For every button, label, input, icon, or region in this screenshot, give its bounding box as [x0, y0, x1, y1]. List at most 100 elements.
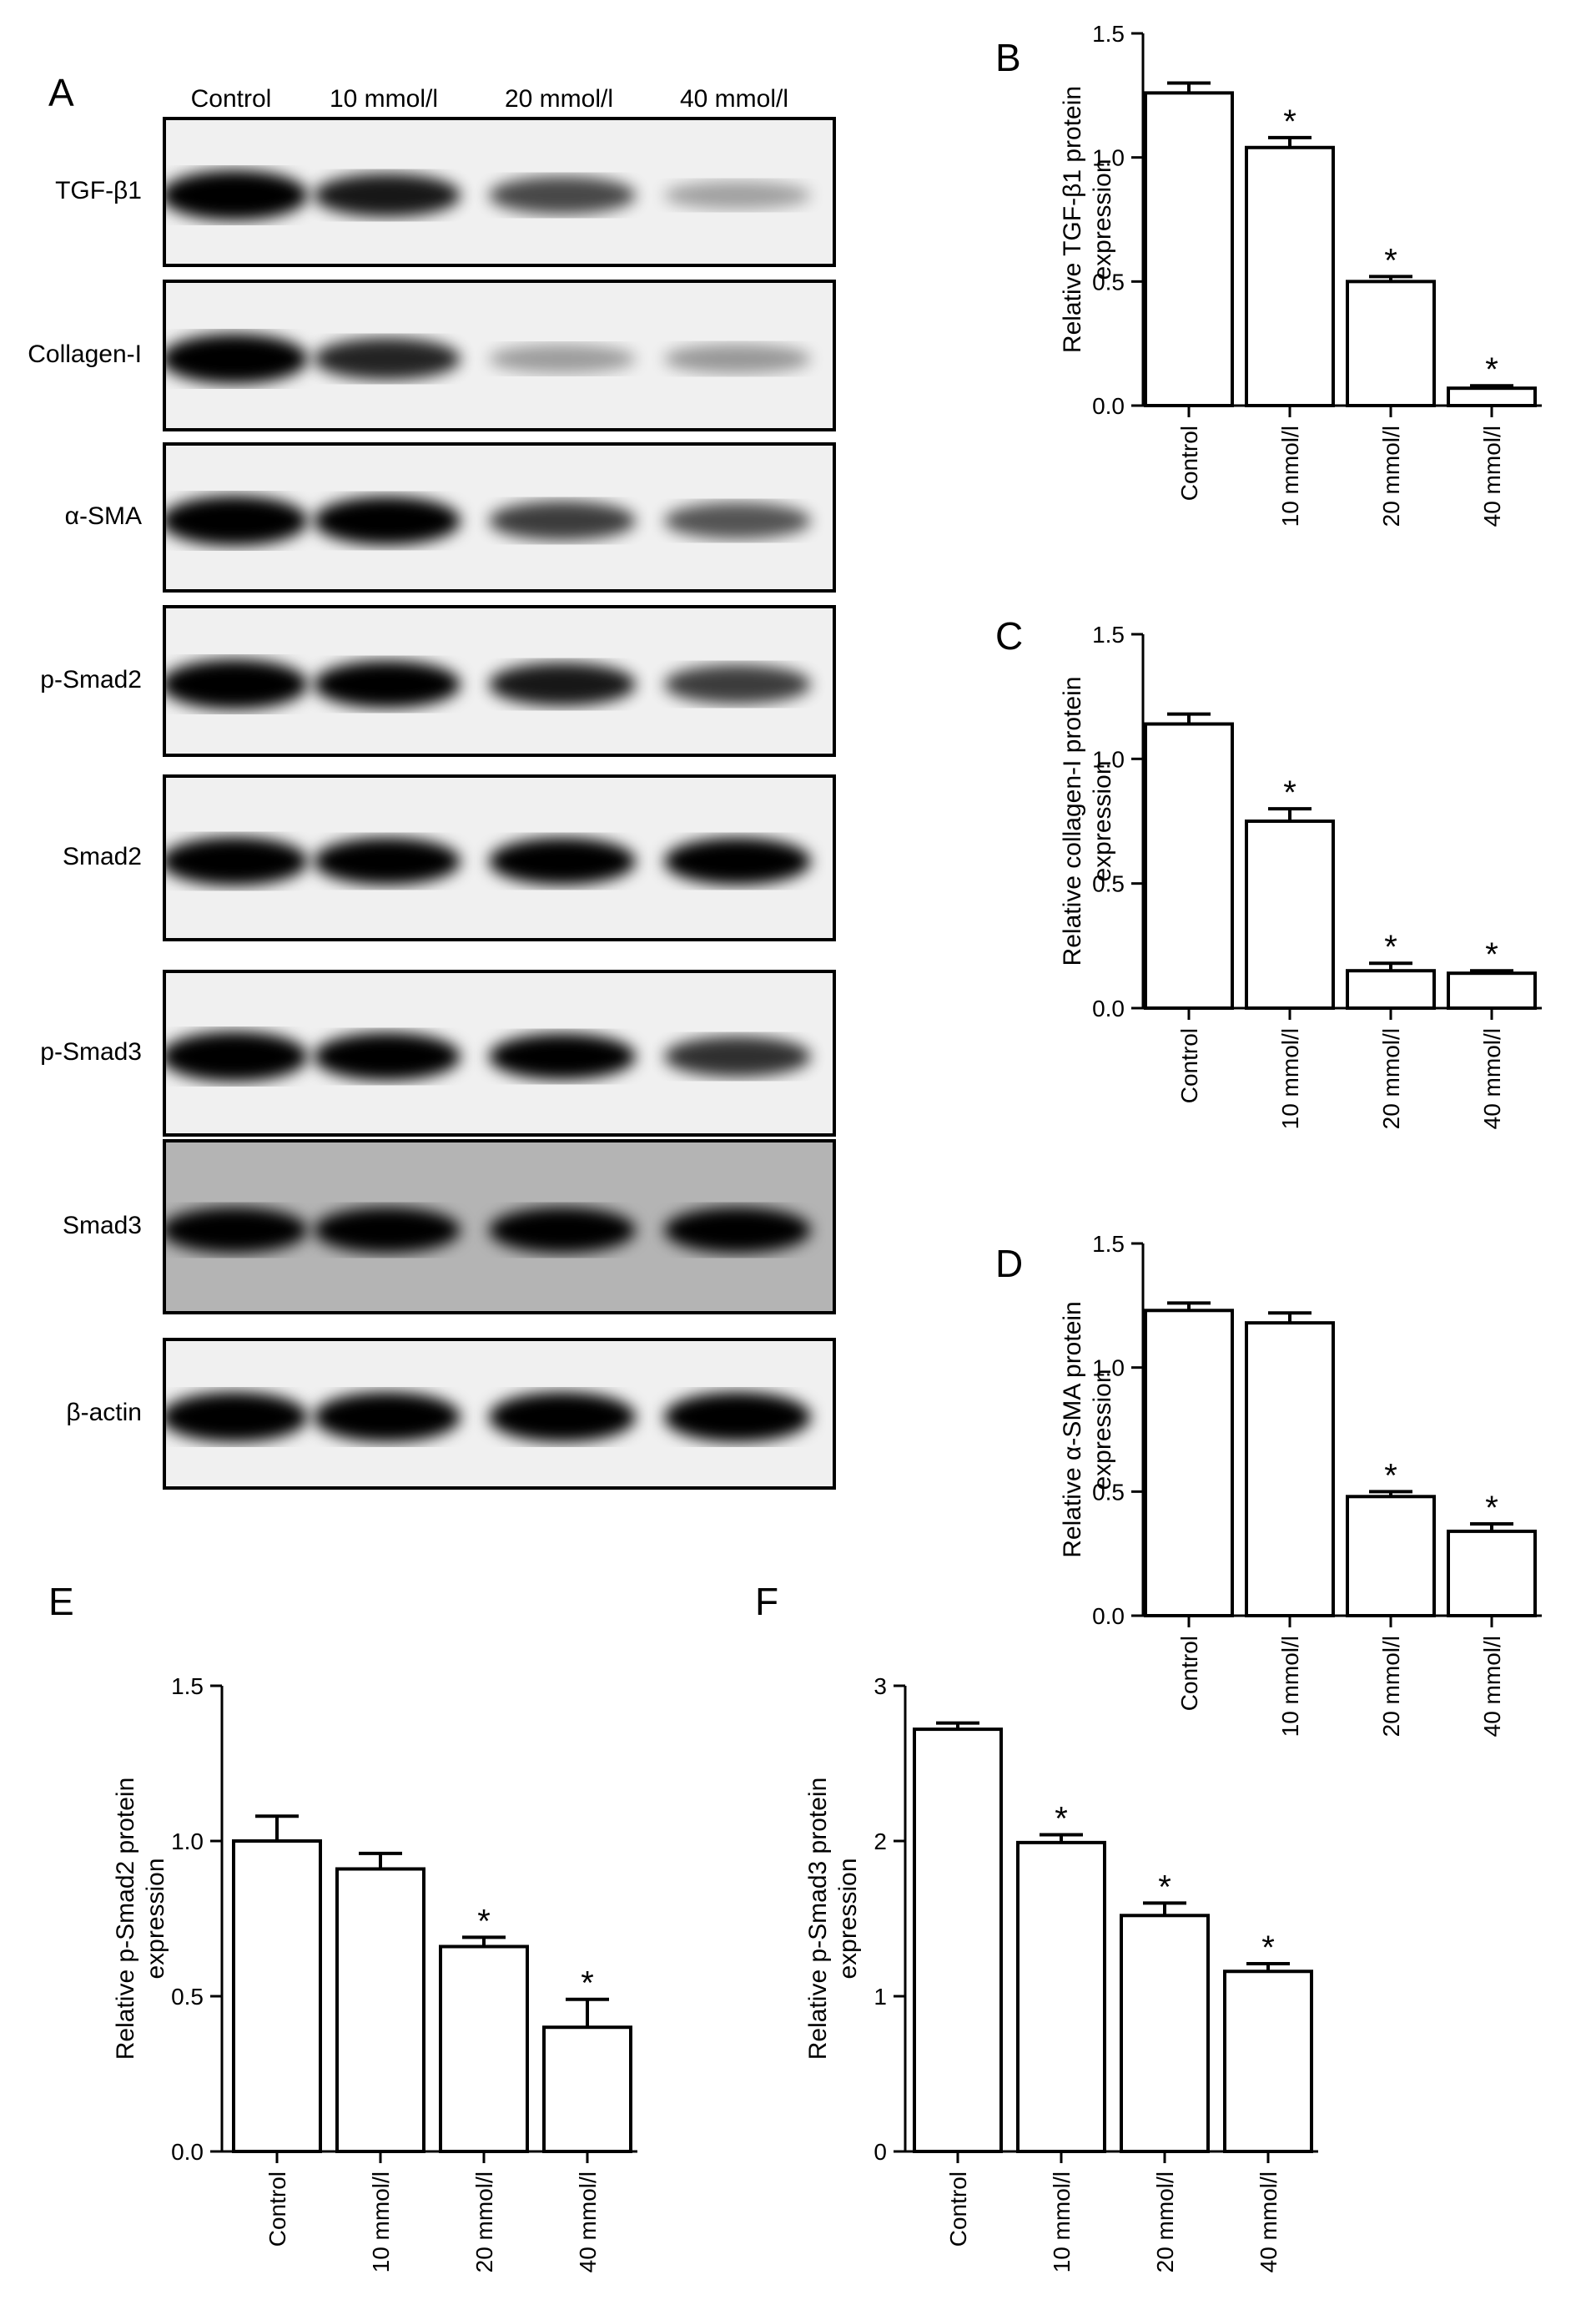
- blot-band: [314, 337, 461, 381]
- significance-star: *: [1384, 1457, 1397, 1494]
- y-axis-label: Relative collagen-I protein expression: [1059, 677, 1116, 966]
- blot-band: [314, 496, 461, 546]
- y-tick-label: 0.0: [171, 2139, 204, 2165]
- blot-strip: [163, 1139, 836, 1314]
- blot-band: [664, 502, 811, 539]
- y-axis-label: Relative α-SMA protein expression: [1059, 1301, 1116, 1557]
- blot-band: [489, 501, 636, 541]
- y-axis-label: Relative p-Smad2 protein expression: [112, 1778, 169, 2060]
- significance-star: *: [581, 1965, 594, 2002]
- y-tick-label: 1.0: [1092, 746, 1125, 772]
- blot-band: [489, 663, 636, 706]
- blot-band: [489, 1392, 636, 1442]
- x-tick-label: 20 mmol/l: [1152, 2171, 1178, 2272]
- significance-star: *: [1055, 1801, 1068, 1838]
- blot-band: [166, 496, 308, 546]
- blot-band: [664, 1036, 811, 1077]
- blot-strip: [163, 117, 836, 267]
- bar: [1245, 145, 1335, 407]
- bar: [1223, 1970, 1313, 2153]
- y-tick-label: 0.5: [1092, 871, 1125, 897]
- bar: [439, 1944, 529, 2153]
- blot-strip: [163, 442, 836, 593]
- panel-letter: F: [755, 1580, 778, 1623]
- y-tick-label: 1.0: [1092, 1355, 1125, 1381]
- bar: [1144, 722, 1234, 1011]
- blot-band: [314, 174, 461, 217]
- bar: [1447, 1529, 1537, 1617]
- y-tick-label: 1.5: [171, 1673, 204, 1699]
- blot-band: [314, 837, 461, 885]
- y-tick-label: 1.0: [1092, 145, 1125, 171]
- bar: [335, 1867, 425, 2153]
- blot-band: [489, 1033, 636, 1080]
- bar: [1144, 91, 1234, 408]
- bar: [1447, 386, 1537, 408]
- bar: [1346, 969, 1436, 1010]
- blot-strip: [163, 1338, 836, 1490]
- x-tick-label: 10 mmol/l: [1277, 1636, 1303, 1737]
- bar: [1346, 280, 1436, 408]
- x-tick-label: Control: [945, 2171, 971, 2247]
- blot-label: Smad3: [62, 1212, 142, 1239]
- lane-label: 20 mmol/l: [504, 85, 614, 113]
- significance-star: *: [1283, 103, 1296, 140]
- bar: [1346, 1495, 1436, 1618]
- blot-band: [166, 334, 308, 384]
- chart-panel-d: D 0.0 0.5 1.0 1.5 Relative α-SMA protein expre…: [995, 1231, 1542, 1737]
- x-tick-label: 40 mmol/l: [1256, 2171, 1281, 2272]
- y-tick-label: 2: [874, 1828, 887, 1854]
- blot-strip: [163, 605, 836, 757]
- y-tick-label: 1: [874, 1984, 887, 2010]
- y-tick-label: 0.0: [1092, 393, 1125, 419]
- significance-star: *: [1384, 242, 1397, 279]
- blot-band: [314, 1032, 461, 1081]
- chart-panel-f: F 0 1 2 3 Relative p-Smad3 protein expression C…: [755, 1580, 1318, 2272]
- chart-panel-e: E 0.0 0.5 1.0 1.5 Relative p-Smad2 protein exp…: [48, 1580, 637, 2272]
- blot-band: [489, 176, 636, 214]
- x-tick-label: 20 mmol/l: [1378, 1028, 1404, 1129]
- x-tick-label: Control: [264, 2171, 290, 2247]
- x-tick-label: 40 mmol/l: [575, 2171, 601, 2272]
- blot-band: [489, 837, 636, 885]
- y-tick-label: 0: [874, 2139, 887, 2165]
- blot-strip: [163, 774, 836, 941]
- y-tick-label: 1.5: [1092, 1231, 1125, 1257]
- y-tick-label: 1.5: [1092, 622, 1125, 648]
- significance-star: *: [1384, 929, 1397, 966]
- significance-star: *: [1283, 774, 1296, 811]
- blot-label: β-actin: [66, 1399, 142, 1426]
- lane-label: Control: [190, 85, 272, 113]
- significance-star: *: [477, 1903, 491, 1939]
- y-tick-label: 3: [874, 1673, 887, 1699]
- significance-star: *: [1261, 1929, 1275, 1966]
- blot-band: [314, 1207, 461, 1253]
- blot-label: Collagen-I: [28, 340, 142, 368]
- y-axis-label: Relative p-Smad3 protein expression: [804, 1778, 862, 2060]
- blot-band: [166, 1207, 308, 1253]
- blot-band: [489, 344, 636, 374]
- blot-band: [664, 664, 811, 704]
- blot-band: [166, 1031, 308, 1082]
- y-tick-label: 0.5: [1092, 269, 1125, 295]
- chart-panel-c: C 0.0 0.5 1.0 1.5 Relative collagen-I protein…: [995, 614, 1542, 1129]
- blot-band: [664, 837, 811, 885]
- x-tick-label: 40 mmol/l: [1479, 426, 1505, 527]
- blot-band: [489, 1207, 636, 1253]
- blot-band: [314, 660, 461, 709]
- panel-letter-a: A: [48, 71, 74, 114]
- lane-label: 40 mmol/l: [679, 85, 789, 113]
- x-tick-label: 10 mmol/l: [1049, 2171, 1075, 2272]
- x-tick-label: 10 mmol/l: [1277, 426, 1303, 527]
- blot-label: p-Smad3: [40, 1038, 142, 1066]
- bar: [1016, 1840, 1106, 2154]
- significance-star: *: [1485, 1490, 1498, 1526]
- x-tick-label: 20 mmol/l: [471, 2171, 497, 2272]
- blot-band: [166, 659, 308, 709]
- significance-star: *: [1158, 1869, 1171, 1905]
- x-tick-label: 10 mmol/l: [368, 2171, 394, 2272]
- y-tick-label: 0.0: [1092, 996, 1125, 1021]
- x-tick-label: 40 mmol/l: [1479, 1636, 1505, 1737]
- panel-letter: C: [995, 614, 1023, 658]
- bar: [913, 1728, 1003, 2154]
